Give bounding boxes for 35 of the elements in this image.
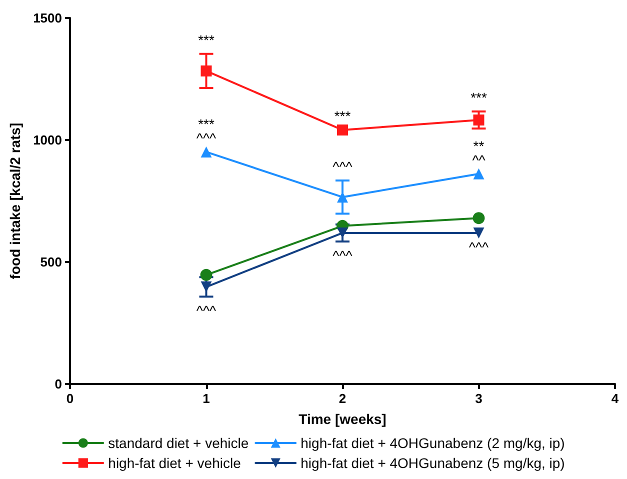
point: [337, 124, 348, 136]
annotation: ^^^: [332, 248, 353, 264]
point: [200, 65, 212, 76]
annotation: ***: [198, 116, 215, 132]
annotation: ^^^: [332, 158, 353, 175]
annotation: ^^^: [468, 238, 490, 255]
point: [200, 146, 212, 158]
y-tick-label: 1000: [33, 132, 62, 148]
x-tick-label: 4: [611, 391, 620, 406]
y-tick-label: 1500: [33, 10, 62, 26]
y-axis-title: food intake [kcal/2 rats]: [7, 122, 23, 280]
annotation: **: [473, 138, 485, 154]
x-tick-label: 2: [338, 391, 346, 406]
x-tick-label: 3: [475, 391, 482, 406]
x-tick-label: 1: [202, 391, 210, 406]
point: [200, 268, 212, 281]
point: [472, 212, 485, 224]
legend-label: standard diet + vehicle: [108, 435, 249, 451]
legend-label: high-fat diet + 4OHGunabenz (5 mg/kg, ip): [300, 455, 565, 471]
x-tick-label: 0: [66, 391, 74, 406]
point: [200, 281, 212, 292]
y-tick-label: 500: [40, 254, 62, 270]
x-axis-title: Time [weeks]: [298, 411, 386, 427]
point: [473, 114, 484, 126]
y-tick-label: 0: [54, 376, 62, 392]
legend-label: high-fat diet + vehicle: [108, 455, 242, 471]
annotation: ***: [198, 32, 215, 48]
annotation: ***: [334, 108, 352, 124]
point: [473, 227, 484, 238]
legend-label: high-fat diet + 4OHGunabenz (2 mg/kg, ip): [300, 435, 565, 451]
point: [473, 168, 484, 180]
annotation: ***: [470, 89, 488, 106]
annotation: ^^^: [196, 302, 217, 319]
annotation: ^^^: [196, 130, 217, 146]
annotation: ^^: [472, 152, 486, 168]
